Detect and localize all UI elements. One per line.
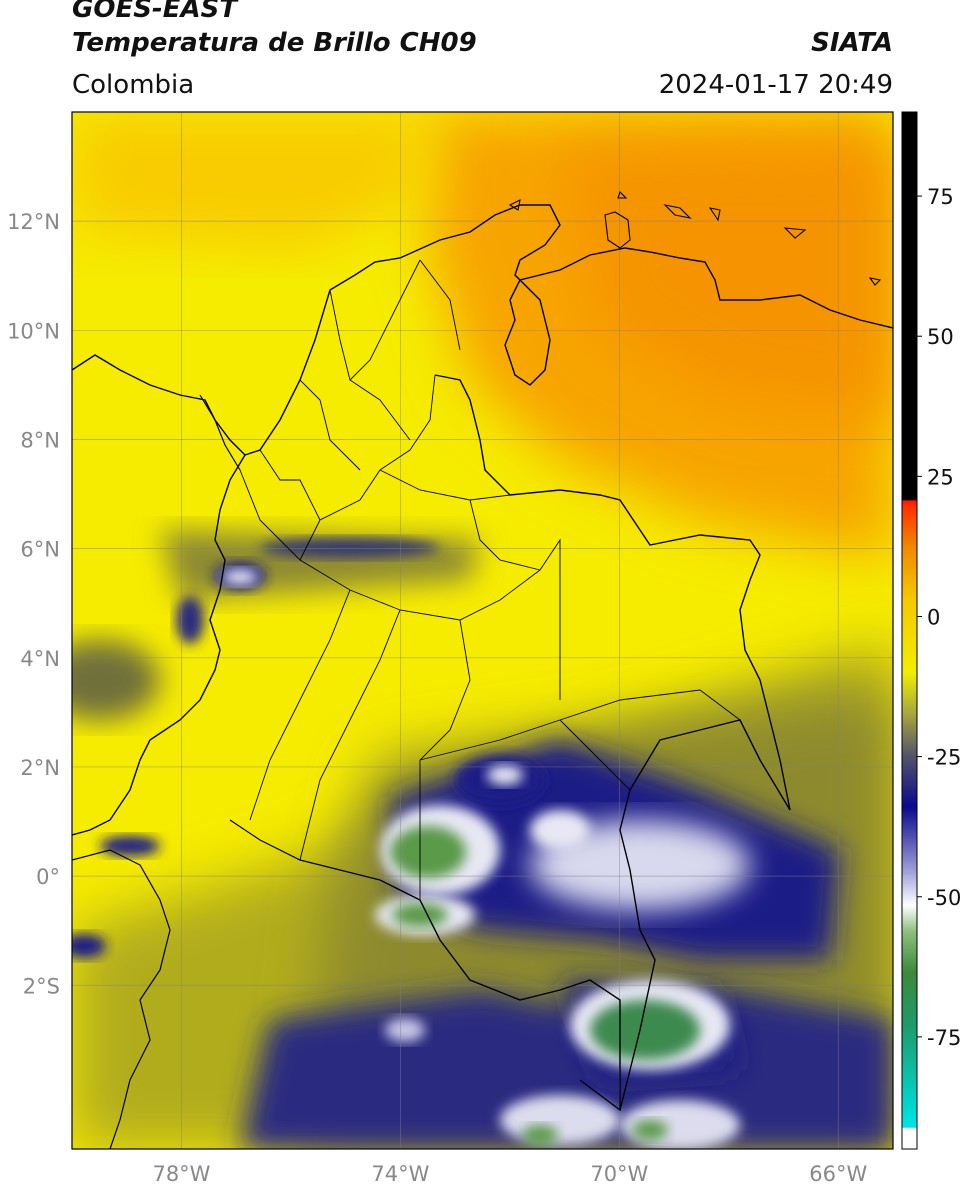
colorbar-tick-labels: 75 50 25 0 -25 -50 -75	[917, 185, 961, 1050]
colorbar-tick-label: 50	[927, 325, 954, 349]
islands	[508, 190, 882, 286]
lat-tick-label: 12°N	[7, 210, 60, 234]
region-label: Colombia	[72, 70, 195, 100]
timestamp-label: 2024-01-17 20:49	[658, 70, 893, 100]
lon-tick-label: 78°W	[152, 1162, 210, 1186]
border-colombia-brazil	[619, 719, 791, 1111]
colorbar-tick-label: -50	[927, 886, 961, 910]
lat-tick-label: 10°N	[7, 319, 60, 343]
longitude-tick-labels: 78°W 74°W 70°W 66°W	[152, 1162, 867, 1186]
colorbar-tick-label: -75	[927, 1026, 961, 1050]
boundaries	[72, 190, 893, 1149]
latitude-tick-labels: 12°N 10°N 8°N 6°N 4°N 2°N 0° 2°S	[7, 210, 60, 998]
product-title: Temperatura de Brillo CH09	[72, 28, 477, 58]
lat-tick-label: 2°S	[23, 974, 60, 998]
lat-tick-label: 0°	[36, 865, 60, 889]
lat-tick-label: 2°N	[20, 756, 60, 780]
lat-tick-label: 4°N	[20, 647, 60, 671]
lat-tick-label: 6°N	[20, 538, 60, 562]
satellite-title: GOES-EAST	[72, 0, 238, 24]
map-frame	[71, 111, 894, 1150]
departments	[239, 259, 741, 900]
colorbar-tick-label: 75	[927, 185, 954, 209]
colorbar-tick-label: -25	[927, 746, 961, 770]
lon-tick-label: 66°W	[809, 1162, 867, 1186]
coastline-pacific	[72, 454, 246, 836]
coastline-caribbean	[72, 204, 893, 456]
organization-label: SIATA	[811, 28, 893, 58]
lon-tick-label: 70°W	[590, 1162, 648, 1186]
border-colombia-venezuela	[434, 374, 791, 811]
colorbar-tick-label: 25	[927, 465, 954, 489]
coastline-ecuador	[72, 849, 171, 1149]
brightness-temperature-field	[72, 112, 893, 1149]
lon-tick-label: 74°W	[371, 1162, 429, 1186]
colorbar-tick-label: 0	[927, 605, 940, 629]
lat-tick-label: 8°N	[20, 428, 60, 452]
border-colombia-peru	[379, 879, 621, 1112]
border-panama-colombia	[199, 394, 241, 471]
map-gridlines	[72, 112, 893, 1149]
colorbar	[901, 111, 918, 1150]
